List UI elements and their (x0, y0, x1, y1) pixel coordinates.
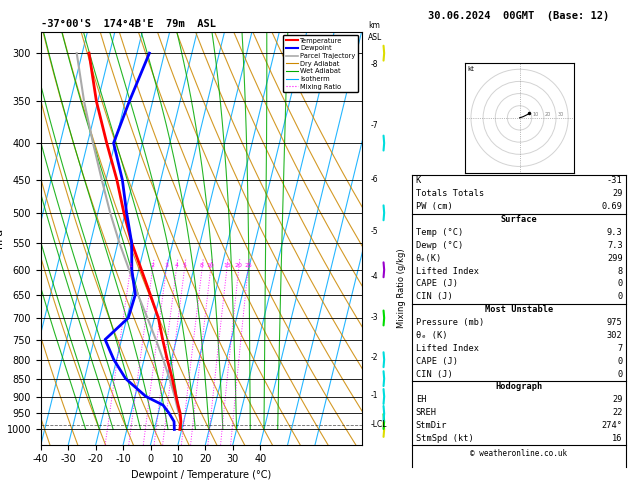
Text: 274°: 274° (602, 421, 623, 430)
Text: K: K (416, 176, 421, 186)
Text: 0: 0 (618, 279, 623, 289)
Text: 22: 22 (612, 408, 623, 417)
Text: 302: 302 (607, 331, 623, 340)
Text: CIN (J): CIN (J) (416, 370, 452, 379)
Text: -37°00'S  174°4B'E  79m  ASL: -37°00'S 174°4B'E 79m ASL (41, 19, 216, 30)
Text: 8: 8 (618, 266, 623, 276)
Text: 10: 10 (207, 263, 214, 268)
Text: -LCL: -LCL (370, 420, 387, 429)
Text: -2: -2 (370, 353, 378, 362)
X-axis label: Dewpoint / Temperature (°C): Dewpoint / Temperature (°C) (131, 470, 271, 480)
Text: 3: 3 (164, 263, 168, 268)
Text: -3: -3 (370, 313, 378, 323)
Text: 0: 0 (618, 370, 623, 379)
Text: -8: -8 (370, 60, 378, 69)
Text: 975: 975 (607, 318, 623, 327)
Text: -6: -6 (370, 175, 378, 184)
Text: 1: 1 (128, 263, 132, 268)
Text: StmSpd (kt): StmSpd (kt) (416, 434, 474, 443)
Text: Lifted Index: Lifted Index (416, 266, 479, 276)
Text: -31: -31 (607, 176, 623, 186)
Text: 5: 5 (182, 263, 186, 268)
Text: θₑ(K): θₑ(K) (416, 254, 442, 263)
Text: 0.69: 0.69 (602, 202, 623, 211)
Text: © weatheronline.co.uk: © weatheronline.co.uk (470, 449, 567, 458)
Text: 25: 25 (244, 263, 252, 268)
Text: 9.3: 9.3 (607, 228, 623, 237)
Text: 8: 8 (200, 263, 204, 268)
Text: 4: 4 (174, 263, 179, 268)
Text: StmDir: StmDir (416, 421, 447, 430)
Text: -1: -1 (370, 391, 378, 400)
Text: 29: 29 (612, 396, 623, 404)
Text: Temp (°C): Temp (°C) (416, 228, 463, 237)
Text: θₑ (K): θₑ (K) (416, 331, 447, 340)
Text: Totals Totals: Totals Totals (416, 189, 484, 198)
Text: 16: 16 (612, 434, 623, 443)
Text: ASL: ASL (368, 33, 382, 42)
Text: 2: 2 (150, 263, 155, 268)
Text: Lifted Index: Lifted Index (416, 344, 479, 353)
Text: -4: -4 (370, 272, 378, 281)
Text: Surface: Surface (501, 215, 537, 224)
Text: 30: 30 (557, 112, 564, 117)
Text: 29: 29 (612, 189, 623, 198)
Text: 7: 7 (618, 344, 623, 353)
Text: 20: 20 (545, 112, 552, 117)
Text: 299: 299 (607, 254, 623, 263)
Text: Hodograph: Hodograph (495, 382, 543, 392)
Text: CAPE (J): CAPE (J) (416, 357, 458, 366)
Text: 30.06.2024  00GMT  (Base: 12): 30.06.2024 00GMT (Base: 12) (428, 11, 610, 21)
Legend: Temperature, Dewpoint, Parcel Trajectory, Dry Adiabat, Wet Adiabat, Isotherm, Mi: Temperature, Dewpoint, Parcel Trajectory… (283, 35, 359, 92)
Text: Pressure (mb): Pressure (mb) (416, 318, 484, 327)
Text: 0: 0 (618, 292, 623, 301)
Text: 20: 20 (235, 263, 243, 268)
Text: CAPE (J): CAPE (J) (416, 279, 458, 289)
Text: 7.3: 7.3 (607, 241, 623, 250)
Y-axis label: hPa: hPa (0, 228, 4, 248)
Text: CIN (J): CIN (J) (416, 292, 452, 301)
Text: Most Unstable: Most Unstable (485, 305, 553, 314)
Text: SREH: SREH (416, 408, 437, 417)
Text: kt: kt (467, 66, 474, 71)
Text: EH: EH (416, 396, 426, 404)
Text: 15: 15 (223, 263, 231, 268)
Text: -5: -5 (370, 226, 378, 236)
Text: Dewp (°C): Dewp (°C) (416, 241, 463, 250)
Text: Mixing Ratio (g/kg): Mixing Ratio (g/kg) (398, 248, 406, 328)
Text: 10: 10 (533, 112, 539, 117)
Text: -7: -7 (370, 121, 378, 130)
Text: km: km (368, 20, 380, 30)
Text: 0: 0 (618, 357, 623, 366)
Text: PW (cm): PW (cm) (416, 202, 452, 211)
